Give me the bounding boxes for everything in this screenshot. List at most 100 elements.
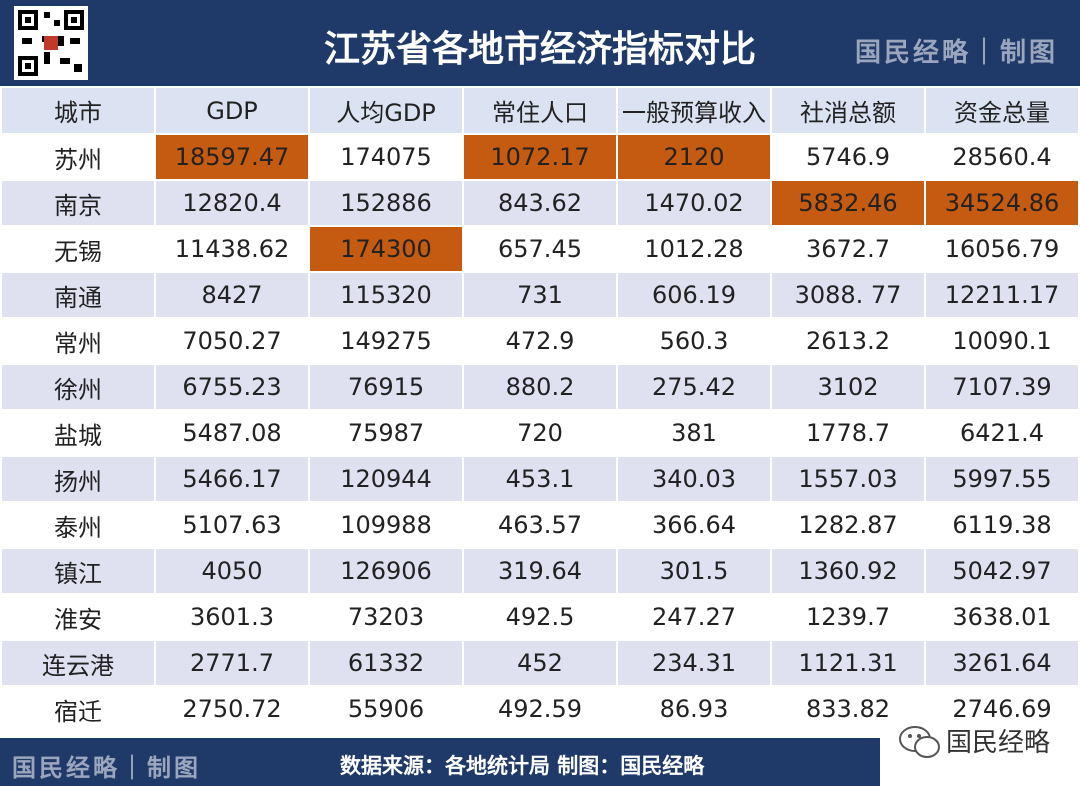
value-cell: 3672.7	[770, 225, 926, 273]
wechat-name: 国民经略	[946, 728, 1051, 758]
column-header: 常住人口	[462, 86, 618, 135]
value-cell: 5832.46	[770, 179, 926, 227]
value-cell: 2746.69	[924, 685, 1080, 733]
value-cell: 16056.79	[924, 225, 1080, 273]
city-cell: 徐州	[0, 363, 156, 411]
city-cell: 苏州	[0, 133, 156, 181]
value-cell: 453.1	[462, 455, 618, 503]
city-cell: 南通	[0, 271, 156, 319]
column-header: 社消总额	[770, 86, 926, 135]
table-row: 苏州 18597.47 174075 1072.17 2120 5746.9 28560.4	[0, 133, 1080, 181]
value-cell: 5487.08	[154, 409, 310, 457]
value-cell: 126906	[308, 547, 464, 595]
city-cell: 常州	[0, 317, 156, 365]
value-cell: 3261.64	[924, 639, 1080, 687]
value-cell: 2750.72	[154, 685, 310, 733]
data-table: 城市 GDP 人均GDP 常住人口 一般预算收入 社消总额 资金总量 苏州 18597.47 1…	[0, 86, 1080, 733]
value-cell: 1282.87	[770, 501, 926, 549]
value-cell: 247.27	[616, 593, 772, 641]
value-cell: 3638.01	[924, 593, 1080, 641]
table-body: 苏州 18597.47 174075 1072.17 2120 5746.9 28560.4…	[0, 133, 1080, 733]
value-cell: 28560.4	[924, 133, 1080, 181]
value-cell: 3601.3	[154, 593, 310, 641]
wechat-icon	[899, 726, 940, 758]
table-row: 南通 8427 115320 731 606.19 3088. 77 12211.17	[0, 271, 1080, 319]
city-cell: 泰州	[0, 501, 156, 549]
value-cell: 3102	[770, 363, 926, 411]
value-cell: 319.64	[462, 547, 618, 595]
city-cell: 南京	[0, 179, 156, 227]
value-cell: 720	[462, 409, 618, 457]
value-cell: 7050.27	[154, 317, 310, 365]
value-cell: 1072.17	[462, 133, 618, 181]
value-cell: 6119.38	[924, 501, 1080, 549]
column-header: 一般预算收入	[616, 86, 772, 135]
column-header: 城市	[0, 86, 156, 135]
value-cell: 174075	[308, 133, 464, 181]
value-cell: 560.3	[616, 317, 772, 365]
value-cell: 843.62	[462, 179, 618, 227]
value-cell: 472.9	[462, 317, 618, 365]
brand: 国民经略｜制图	[854, 38, 1058, 68]
value-cell: 12820.4	[154, 179, 310, 227]
table-row: 无锡 11438.62 174300 657.45 1012.28 3672.7 16056…	[0, 225, 1080, 273]
value-cell: 492.59	[462, 685, 618, 733]
table-row: 徐州 6755.23 76915 880.2 275.42 3102 7107.39	[0, 363, 1080, 411]
qr-code	[14, 6, 88, 80]
value-cell: 4050	[154, 547, 310, 595]
value-cell: 115320	[308, 271, 464, 319]
value-cell: 880.2	[462, 363, 618, 411]
value-cell: 2613.2	[770, 317, 926, 365]
value-cell: 381	[616, 409, 772, 457]
value-cell: 234.31	[616, 639, 772, 687]
value-cell: 1121.31	[770, 639, 926, 687]
value-cell: 2120	[616, 133, 772, 181]
header-row: 城市 GDP 人均GDP 常住人口 一般预算收入 社消总额 资金总量	[0, 86, 1080, 135]
value-cell: 452	[462, 639, 618, 687]
city-cell: 宿迁	[0, 685, 156, 733]
value-cell: 120944	[308, 455, 464, 503]
value-cell: 152886	[308, 179, 464, 227]
value-cell: 61332	[308, 639, 464, 687]
value-cell: 366.64	[616, 501, 772, 549]
table-row: 宿迁 2750.72 55906 492.59 86.93 833.82 2746.69	[0, 685, 1080, 733]
value-cell: 657.45	[462, 225, 618, 273]
table-row: 泰州 5107.63 109988 463.57 366.64 1282.87 6119.3…	[0, 501, 1080, 549]
column-header: GDP	[154, 86, 310, 135]
value-cell: 833.82	[770, 685, 926, 733]
value-cell: 1360.92	[770, 547, 926, 595]
value-cell: 1470.02	[616, 179, 772, 227]
value-cell: 275.42	[616, 363, 772, 411]
value-cell: 76915	[308, 363, 464, 411]
value-cell: 6755.23	[154, 363, 310, 411]
column-header: 资金总量	[924, 86, 1080, 135]
table-row: 淮安 3601.3 73203 492.5 247.27 1239.7 3638.01	[0, 593, 1080, 641]
value-cell: 1778.7	[770, 409, 926, 457]
value-cell: 1012.28	[616, 225, 772, 273]
source-note: 数据来源：各地统计局 制图：国民经略	[340, 754, 705, 778]
value-cell: 8427	[154, 271, 310, 319]
value-cell: 5997.55	[924, 455, 1080, 503]
value-cell: 18597.47	[154, 133, 310, 181]
value-cell: 86.93	[616, 685, 772, 733]
table-row: 镇江 4050 126906 319.64 301.5 1360.92 5042.97	[0, 547, 1080, 595]
table-row: 连云港 2771.7 61332 452 234.31 1121.31 3261.64	[0, 639, 1080, 687]
city-cell: 无锡	[0, 225, 156, 273]
footer-brand: 国民经略｜制图	[12, 754, 201, 782]
table-row: 南京 12820.4 152886 843.62 1470.02 5832.46 34524…	[0, 179, 1080, 227]
city-cell: 淮安	[0, 593, 156, 641]
value-cell: 75987	[308, 409, 464, 457]
value-cell: 73203	[308, 593, 464, 641]
value-cell: 6421.4	[924, 409, 1080, 457]
title: 江苏省各地市经济指标对比	[323, 29, 756, 70]
city-cell: 扬州	[0, 455, 156, 503]
city-cell: 盐城	[0, 409, 156, 457]
value-cell: 10090.1	[924, 317, 1080, 365]
value-cell: 5466.17	[154, 455, 310, 503]
table-row: 扬州 5466.17 120944 453.1 340.03 1557.03 5997.55	[0, 455, 1080, 503]
value-cell: 174300	[308, 225, 464, 273]
value-cell: 5107.63	[154, 501, 310, 549]
value-cell: 149275	[308, 317, 464, 365]
value-cell: 2771.7	[154, 639, 310, 687]
